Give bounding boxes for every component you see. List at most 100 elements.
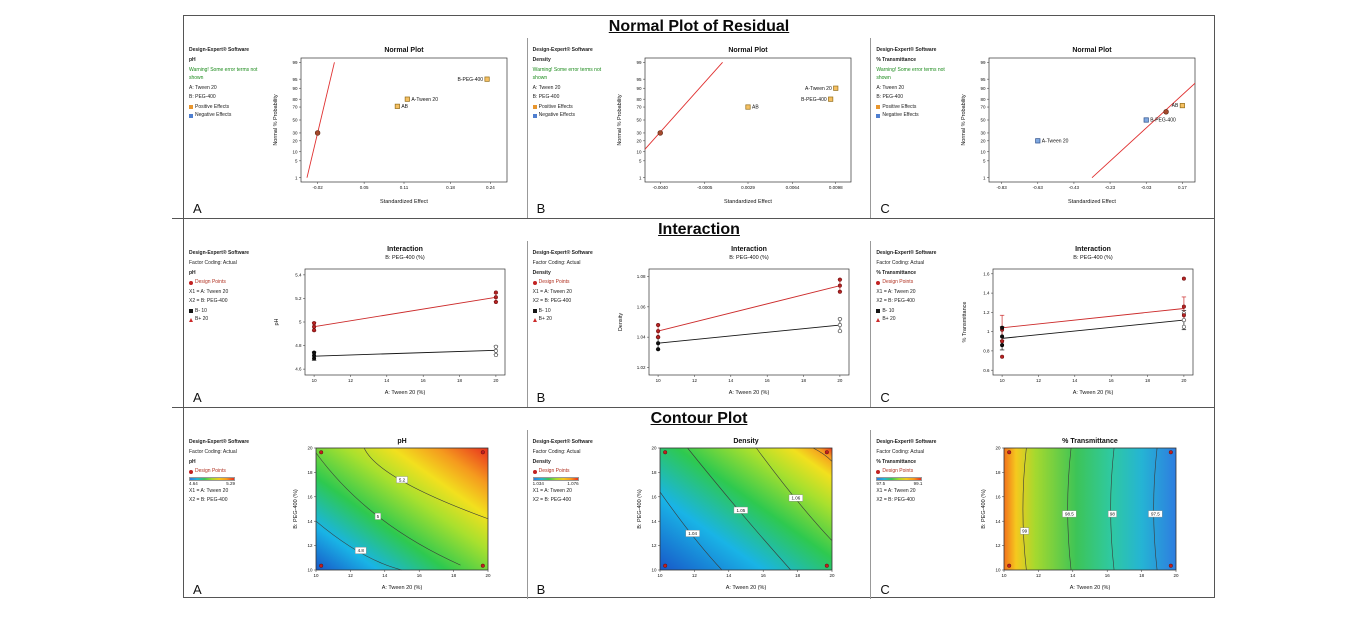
info-lines: X1 = A: Tween 20 X2 = B: PEG-400 [189,288,259,306]
svg-text:14: 14 [383,573,389,578]
design-points-label: Design Points [538,468,570,475]
legend-label: Negative Effects [195,112,232,119]
svg-text:80: 80 [980,97,986,102]
svg-text:5: 5 [299,320,302,325]
legend-item: B- 10 [189,307,259,316]
svg-text:12: 12 [1036,573,1042,578]
svg-text:18: 18 [1145,378,1151,383]
section-title-normal: Normal Plot of Residual [608,18,790,35]
design-point-icon [189,280,193,285]
svg-text:20: 20 [293,138,299,143]
svg-text:% Transmittance: % Transmittance [962,302,968,343]
svg-text:10: 10 [314,573,320,578]
svg-text:Interaction: Interaction [387,246,423,253]
section-interaction: Interaction Design-Expert® Software Fact… [184,218,1214,407]
legend-item: B- 10 [532,307,603,316]
svg-text:97.5: 97.5 [1151,512,1160,517]
svg-text:50: 50 [980,118,986,123]
info-line: X1 = A: Tween 20 [189,289,229,295]
scale-max: 1.076 [567,481,579,486]
legend-item: Positive Effects [876,103,946,112]
svg-text:Normal Plot: Normal Plot [385,47,425,54]
scale-min: 97.5 [876,481,886,486]
svg-text:A: Tween 20 (%): A: Tween 20 (%) [382,585,423,591]
panel-letter: A [193,390,202,405]
design-points-legend: Design Points [189,278,259,287]
svg-text:5: 5 [639,158,642,163]
svg-text:1: 1 [639,175,642,180]
svg-text:70: 70 [636,105,642,110]
svg-text:10: 10 [312,378,318,383]
design-point-icon [876,280,881,285]
svg-text:5: 5 [983,158,986,163]
svg-text:-0.63: -0.63 [1032,185,1043,190]
response-label: Density [532,269,551,276]
svg-text:16: 16 [417,573,423,578]
info-line: X1 = A: Tween 20 [876,289,916,295]
svg-text:1.05: 1.05 [736,508,745,513]
svg-text:14: 14 [1072,378,1078,383]
design-points-legend: Design Points [532,467,603,476]
svg-text:16: 16 [1108,378,1114,383]
panel-interaction-A: Design-Expert® Software Factor Coding: A… [184,241,527,407]
svg-text:1.06: 1.06 [791,496,800,501]
response-label: % Transmittance [876,269,917,276]
svg-text:90: 90 [980,86,986,91]
svg-text:14: 14 [308,519,314,524]
info-lines: A: Tween 20 B: PEG-400 [189,84,259,102]
svg-text:0.0029: 0.0029 [741,185,755,190]
legend-item: Negative Effects [876,111,946,120]
svg-text:18: 18 [651,470,657,475]
panel-letter: B [536,582,546,597]
svg-text:4.8: 4.8 [296,343,303,348]
svg-text:18: 18 [308,470,314,475]
response-label: pH [189,269,196,276]
svg-text:99: 99 [636,60,642,65]
panel-normal-A: Design-Expert® Software pH Warning! Some… [184,38,527,218]
info-line: B: PEG-400 [876,93,904,100]
svg-text:20: 20 [980,138,986,143]
svg-text:99: 99 [980,60,986,65]
legend-item: Positive Effects [532,103,603,112]
warning-text: Warning! Some error terms not shown [189,66,258,82]
design-point-icon [532,280,537,285]
svg-text:0.17: 0.17 [1178,185,1187,190]
normal-plot-svg-B: Normal Plot 1 5 10 20 30 50 70 80 90 95 99 -0.0040 -0… [617,47,852,205]
panel-contour-B: Design-Expert® Software Factor Coding: A… [526,430,871,599]
svg-text:14: 14 [995,519,1001,524]
svg-text:0.0064: 0.0064 [786,185,800,190]
plot-area: Interaction B: PEG-400 (%) 10 12 14 16 18 20 4.6… [262,243,525,407]
info-block: Design-Expert® Software % Transmittance … [876,46,946,121]
plot-area: Normal Plot 1 5 10 20 30 50 70 80 90 95 99 -0.0040 -0… [606,40,869,218]
scale-max: 99.1 [913,481,923,486]
svg-text:16: 16 [421,378,427,383]
svg-text:-0.83: -0.83 [996,185,1007,190]
svg-text:-0.0040: -0.0040 [653,185,669,190]
svg-text:50: 50 [636,118,642,123]
svg-text:16: 16 [651,494,657,499]
svg-text:B: PEG-400 (%): B: PEG-400 (%) [293,489,299,529]
plot-area: Interaction B: PEG-400 (%) 10 12 14 16 18 20 0.6… [949,243,1212,407]
section-contour: Contour Plot Design-Expert® Software Fac… [184,407,1214,599]
warning-text: Warning! Some error terms not shown [532,66,602,82]
svg-text:20: 20 [837,378,843,383]
svg-text:Normal Plot: Normal Plot [1072,47,1112,54]
plot-area: pH 4.8 5 5.2 10 12 14 16 18 20 10 12 14 16 18 20 A: Twee… [262,432,525,599]
contour-scale: 4.64 5.29 [189,477,259,486]
software-label: Design-Expert® Software [189,250,250,256]
info-lines: A: Tween 20 B: PEG-400 [876,84,946,102]
plot-area: Normal Plot 1 5 10 20 30 50 70 80 90 95 99 -0.02 0.05… [262,40,525,218]
triangle-marker-icon [189,317,193,322]
contour-gradient-bar [532,477,579,481]
svg-text:80: 80 [636,97,642,102]
svg-text:10: 10 [999,378,1005,383]
info-legend: B- 10 B+ 20 [876,307,946,325]
svg-text:B: PEG-400 (%): B: PEG-400 (%) [1073,255,1113,261]
legend-item: B- 10 [876,307,946,316]
interaction-plot-svg-A: Interaction B: PEG-400 (%) 10 12 14 16 18 20 4.6… [274,246,506,396]
svg-text:B-PEG-400: B-PEG-400 [458,77,484,83]
coding-label: Factor Coding: Actual [532,259,581,266]
svg-text:% Transmittance: % Transmittance [1062,438,1118,445]
svg-text:A: Tween 20 (%): A: Tween 20 (%) [1069,585,1110,591]
svg-text:pH: pH [274,318,280,325]
